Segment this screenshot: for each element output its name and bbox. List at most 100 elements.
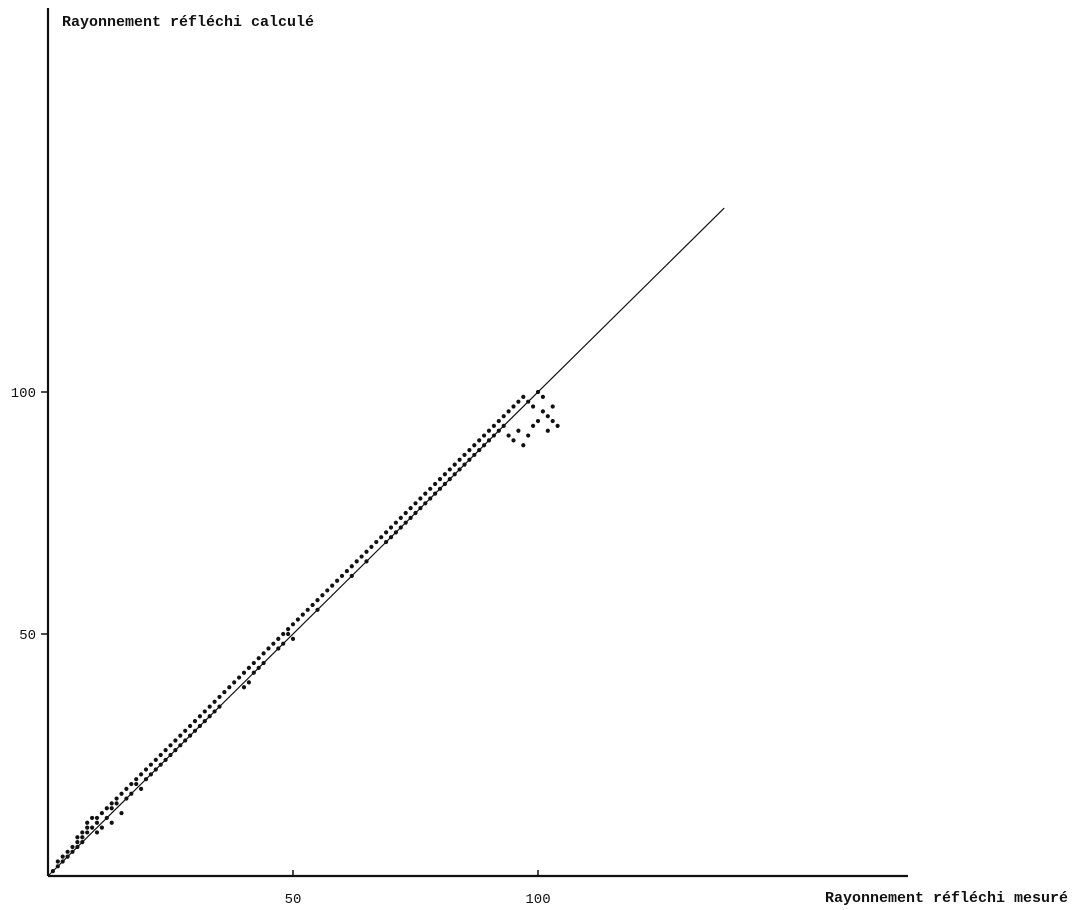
data-point [266, 646, 271, 651]
data-point [158, 762, 163, 767]
data-point [129, 791, 134, 796]
data-point [467, 447, 472, 453]
data-point [447, 467, 452, 472]
data-point [139, 772, 144, 777]
data-point [472, 452, 477, 458]
data-point [104, 815, 109, 821]
data-point [516, 428, 521, 433]
y-axis-label: Rayonnement réfléchi calculé [62, 14, 314, 31]
data-point [447, 477, 452, 482]
data-point [109, 806, 114, 811]
y-tick-label: 100 [11, 386, 36, 402]
data-point [433, 481, 438, 487]
data-point [290, 622, 296, 627]
data-point [403, 510, 408, 516]
data-point [511, 438, 516, 443]
data-point [134, 781, 139, 787]
data-point [408, 515, 413, 520]
data-point [526, 433, 531, 438]
data-point [207, 704, 212, 709]
data-point [241, 670, 247, 675]
data-point [462, 462, 467, 467]
data-point [339, 573, 345, 579]
data-point [276, 636, 281, 641]
data-point [491, 433, 496, 438]
data-point [535, 389, 541, 395]
data-point [192, 719, 198, 724]
data-point [437, 477, 443, 482]
data-point [472, 443, 477, 448]
data-point [129, 781, 134, 787]
data-point [359, 554, 364, 559]
data-point [207, 714, 212, 719]
data-point [251, 670, 256, 675]
data-point [75, 835, 80, 840]
data-point [545, 414, 550, 419]
data-point [104, 806, 109, 811]
data-point [80, 830, 85, 835]
data-point [379, 535, 384, 540]
data-point [550, 404, 555, 409]
data-point [496, 418, 501, 424]
data-point [320, 593, 325, 598]
data-point [168, 743, 173, 748]
data-point [511, 404, 516, 409]
data-point [300, 612, 305, 617]
data-point [364, 559, 369, 564]
data-point [290, 636, 296, 641]
data-point [384, 539, 389, 545]
data-point [75, 844, 80, 850]
data-point [143, 767, 149, 772]
data-point [217, 704, 222, 709]
data-point [369, 544, 374, 549]
data-point [349, 564, 354, 569]
data-point [85, 830, 90, 835]
data-point [158, 752, 163, 758]
data-point [555, 423, 560, 428]
data-point [408, 506, 413, 511]
data-point [403, 520, 408, 525]
data-point [65, 849, 70, 854]
data-point [80, 835, 85, 840]
data-point [413, 501, 418, 506]
data-point [315, 598, 320, 603]
data-point [261, 651, 266, 656]
data-point [310, 602, 315, 608]
data-point [212, 699, 217, 704]
data-point [114, 796, 119, 801]
data-point [281, 641, 286, 646]
data-point [398, 525, 403, 530]
data-point [134, 777, 139, 782]
data-point [384, 530, 389, 535]
data-point [80, 840, 85, 845]
data-point [94, 830, 100, 835]
data-point [60, 854, 65, 859]
data-point [467, 457, 472, 462]
data-point [486, 428, 492, 433]
data-points [50, 389, 560, 874]
data-point [148, 762, 153, 767]
data-point [482, 443, 487, 448]
data-point [482, 433, 487, 438]
data-point [418, 506, 423, 511]
data-point [349, 573, 354, 579]
data-point [433, 491, 438, 496]
data-point [501, 423, 506, 428]
data-point [90, 825, 95, 830]
data-point [261, 660, 266, 666]
data-point [139, 786, 144, 791]
data-point [506, 409, 511, 414]
data-point [477, 438, 482, 443]
data-point [545, 428, 550, 433]
data-point [246, 680, 251, 685]
data-point [325, 588, 330, 593]
data-point [85, 820, 90, 825]
data-point [197, 723, 202, 729]
data-point [315, 607, 320, 612]
data-point [452, 462, 457, 467]
data-point [271, 641, 276, 646]
data-point [173, 748, 178, 753]
data-point [114, 801, 119, 806]
data-point [197, 714, 202, 719]
data-point [286, 631, 291, 637]
